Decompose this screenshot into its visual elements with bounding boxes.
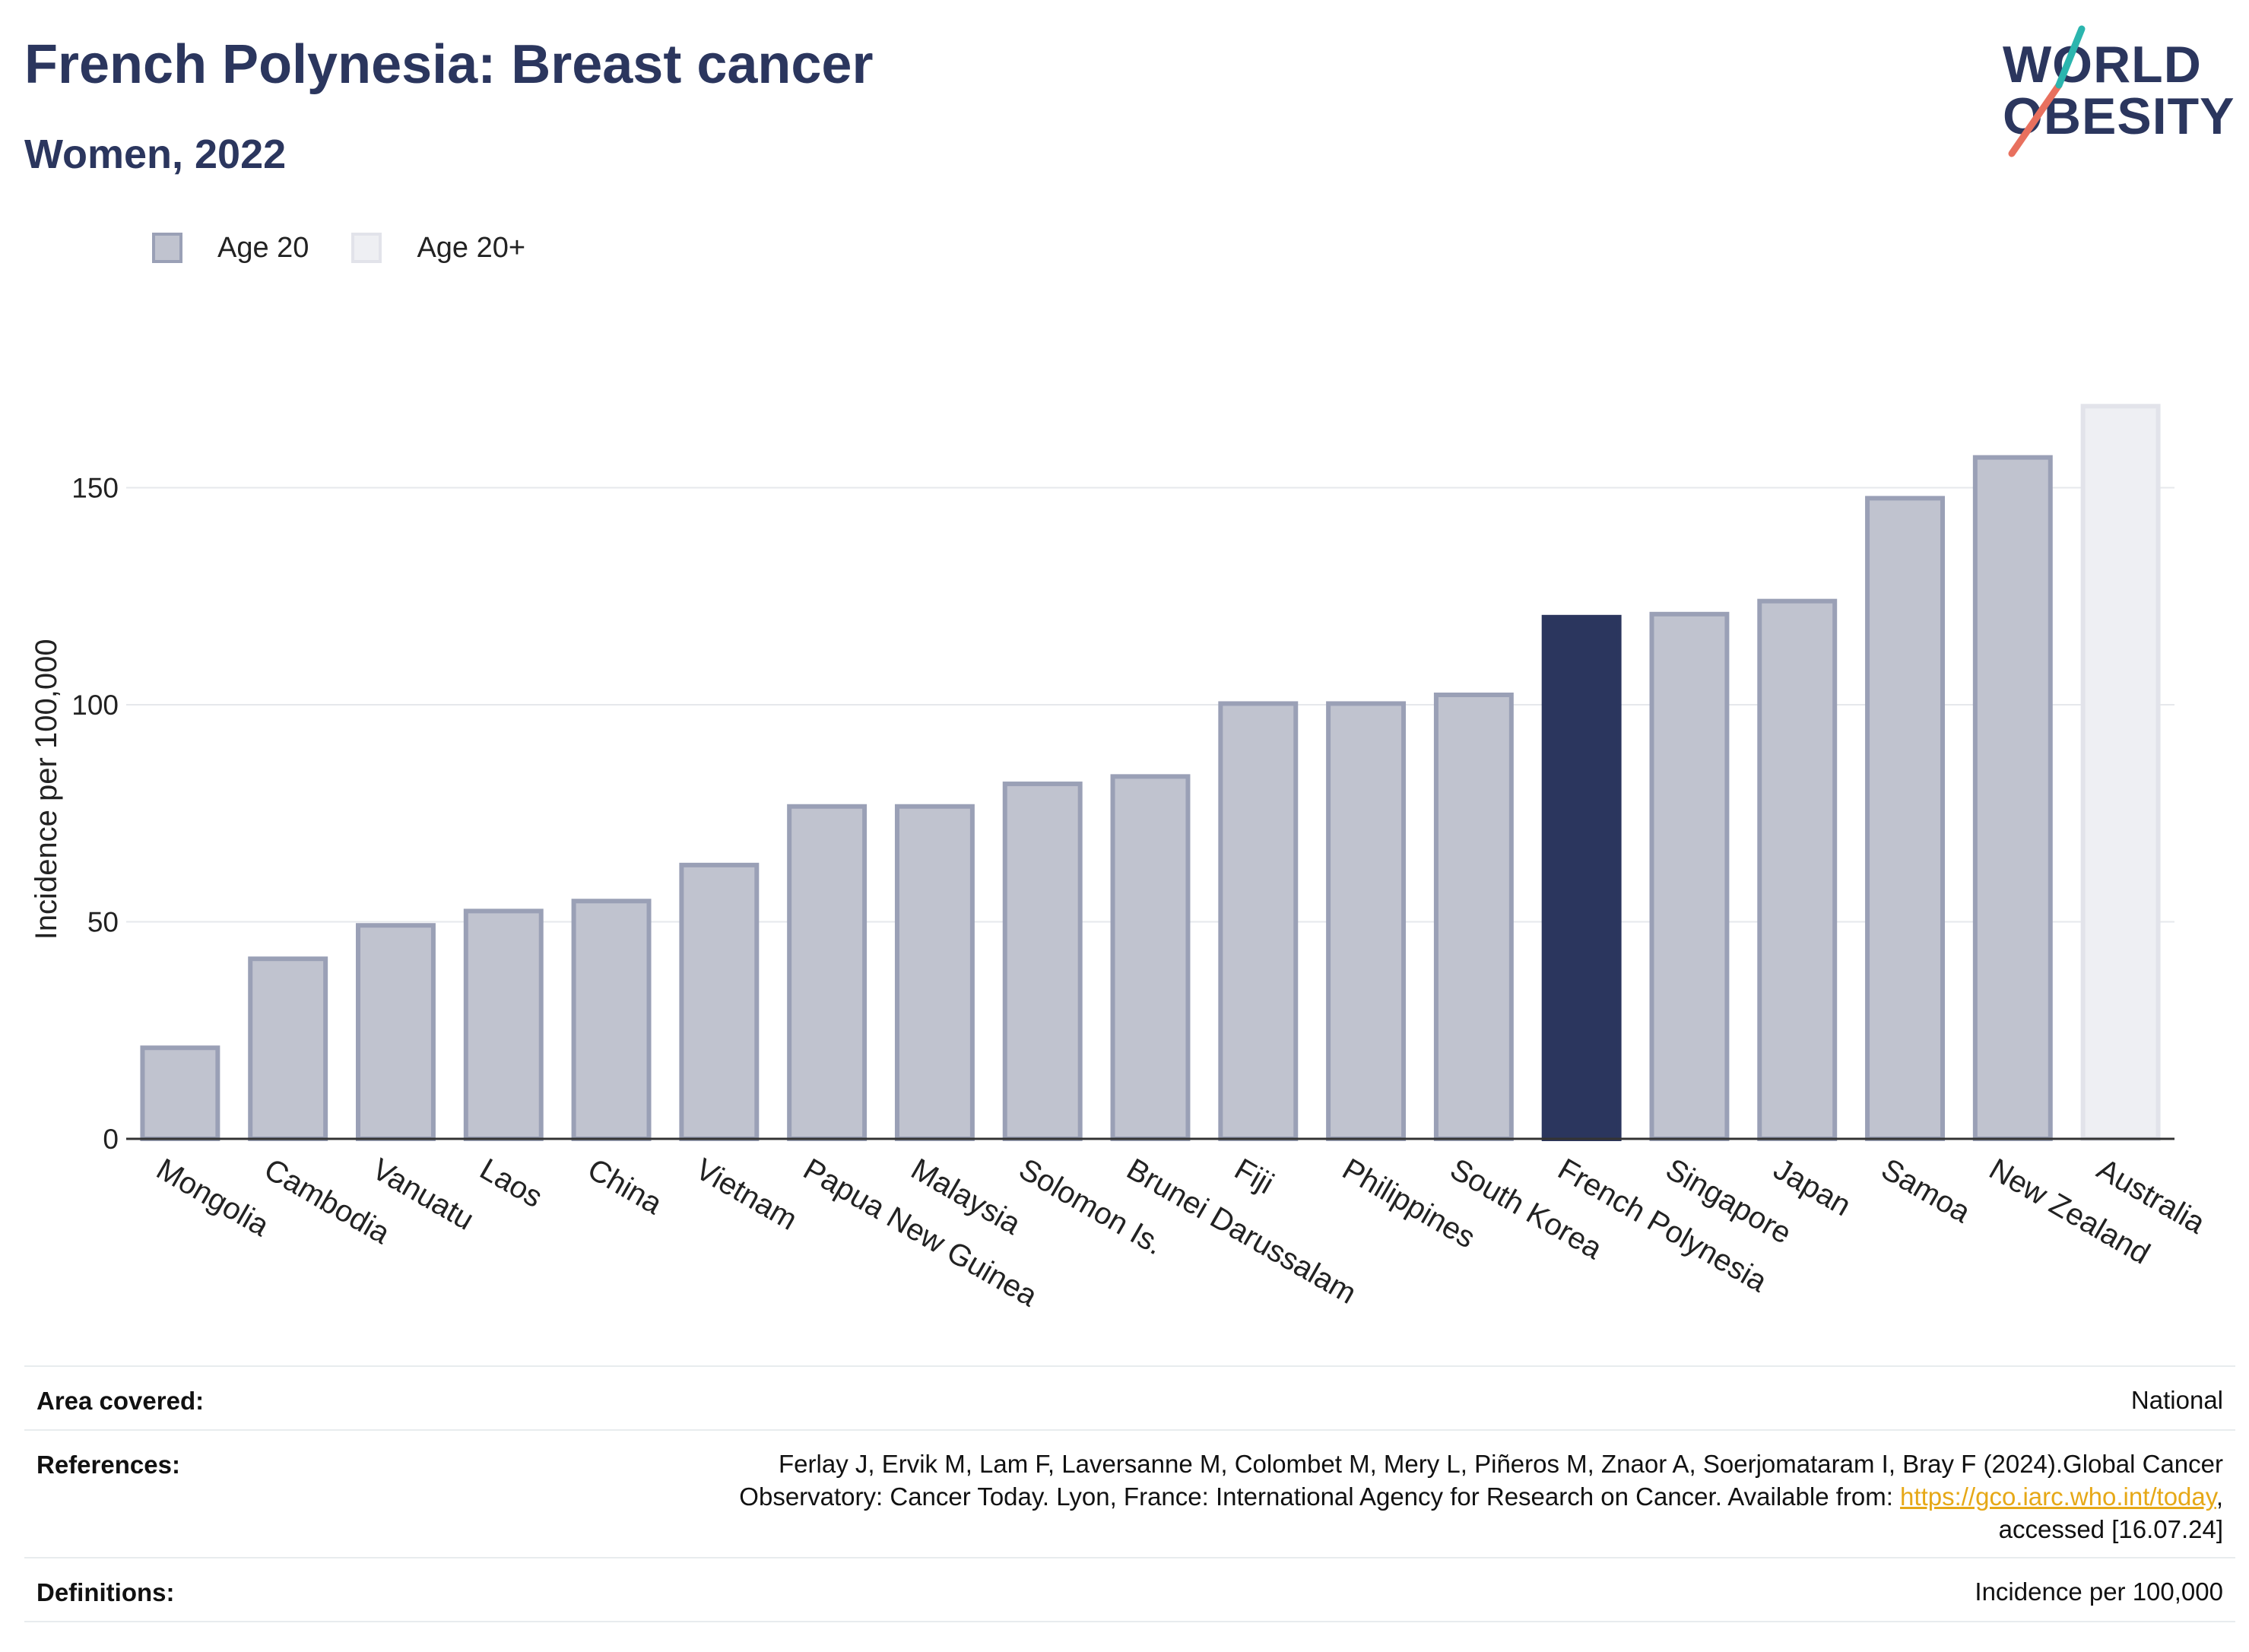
x-tick-label: Fiji bbox=[1229, 1153, 1279, 1201]
bar bbox=[1002, 782, 1083, 1142]
info-row-references: References: Ferlay J, Ervik M, Lam F, La… bbox=[24, 1429, 2235, 1557]
references-value: Ferlay J, Ervik M, Lam F, Laversanne M, … bbox=[739, 1447, 2223, 1546]
logo-slash-icon bbox=[2008, 25, 2086, 157]
references-line2-suffix: , bbox=[2216, 1482, 2223, 1511]
bar bbox=[1110, 774, 1191, 1141]
page-subtitle: Women, 2022 bbox=[24, 132, 287, 177]
legend-swatch-age20 bbox=[152, 233, 182, 263]
legend-label-age20: Age 20 bbox=[217, 231, 309, 264]
logo-line1: WORLD bbox=[2003, 36, 2202, 94]
bar bbox=[1433, 693, 1514, 1141]
y-tick-label: 100 bbox=[71, 690, 119, 721]
bar bbox=[1218, 701, 1299, 1141]
info-row-area: Area covered: National bbox=[24, 1365, 2235, 1429]
area-value: National bbox=[2130, 1386, 2223, 1414]
legend-item-age20plus[interactable]: Age 20+ bbox=[351, 232, 525, 265]
bar bbox=[1757, 598, 1838, 1141]
references-line2: Observatory: Cancer Today. Lyon, France:… bbox=[739, 1480, 2223, 1513]
x-tick-label: Laos bbox=[474, 1153, 548, 1214]
y-tick-label: 50 bbox=[87, 907, 119, 938]
bar bbox=[1326, 701, 1407, 1141]
legend-label-age20plus: Age 20+ bbox=[417, 231, 526, 264]
x-tick-label: Vietnam bbox=[690, 1153, 802, 1237]
bar bbox=[248, 956, 328, 1142]
y-axis-label: Incidence per 100,000 bbox=[30, 639, 63, 940]
references-label: References: bbox=[36, 1451, 180, 1479]
info-row-definitions: Definitions: Incidence per 100,000 bbox=[24, 1557, 2235, 1622]
area-label: Area covered: bbox=[36, 1387, 205, 1415]
bar bbox=[894, 804, 975, 1142]
x-tick-label: Mongolia bbox=[151, 1153, 274, 1244]
bar bbox=[463, 908, 544, 1141]
bar bbox=[571, 899, 652, 1142]
bar bbox=[1541, 614, 1622, 1141]
y-tick-label: 150 bbox=[71, 473, 119, 504]
legend-item-age20[interactable]: Age 20 bbox=[152, 232, 309, 265]
bar bbox=[1649, 611, 1730, 1141]
bar bbox=[679, 862, 760, 1141]
y-tick-label: 0 bbox=[103, 1124, 119, 1155]
world-obesity-logo: WORLD OBESITY bbox=[1992, 23, 2235, 160]
bar bbox=[2080, 404, 2161, 1141]
references-line2-prefix: Observatory: Cancer Today. Lyon, France:… bbox=[739, 1482, 1901, 1511]
definitions-value: Incidence per 100,000 bbox=[1975, 1577, 2223, 1606]
legend-swatch-age20plus bbox=[351, 233, 382, 263]
x-tick-label: Samoa bbox=[1876, 1153, 1976, 1230]
references-line1: Ferlay J, Ervik M, Lam F, Laversanne M, … bbox=[779, 1450, 2223, 1478]
x-tick-label: China bbox=[582, 1153, 668, 1222]
bar bbox=[1865, 496, 1945, 1141]
page-title: French Polynesia: Breast cancer bbox=[24, 34, 874, 95]
bar bbox=[356, 923, 436, 1141]
definitions-label: Definitions: bbox=[36, 1578, 175, 1606]
chart-legend: Age 20 Age 20+ bbox=[152, 227, 568, 269]
bar bbox=[140, 1045, 220, 1141]
references-link[interactable]: https://gco.iarc.who.int/today bbox=[1900, 1482, 2216, 1511]
references-line3: accessed [16.07.24] bbox=[1998, 1515, 2223, 1543]
bar bbox=[1972, 455, 2053, 1141]
bar bbox=[787, 804, 868, 1142]
